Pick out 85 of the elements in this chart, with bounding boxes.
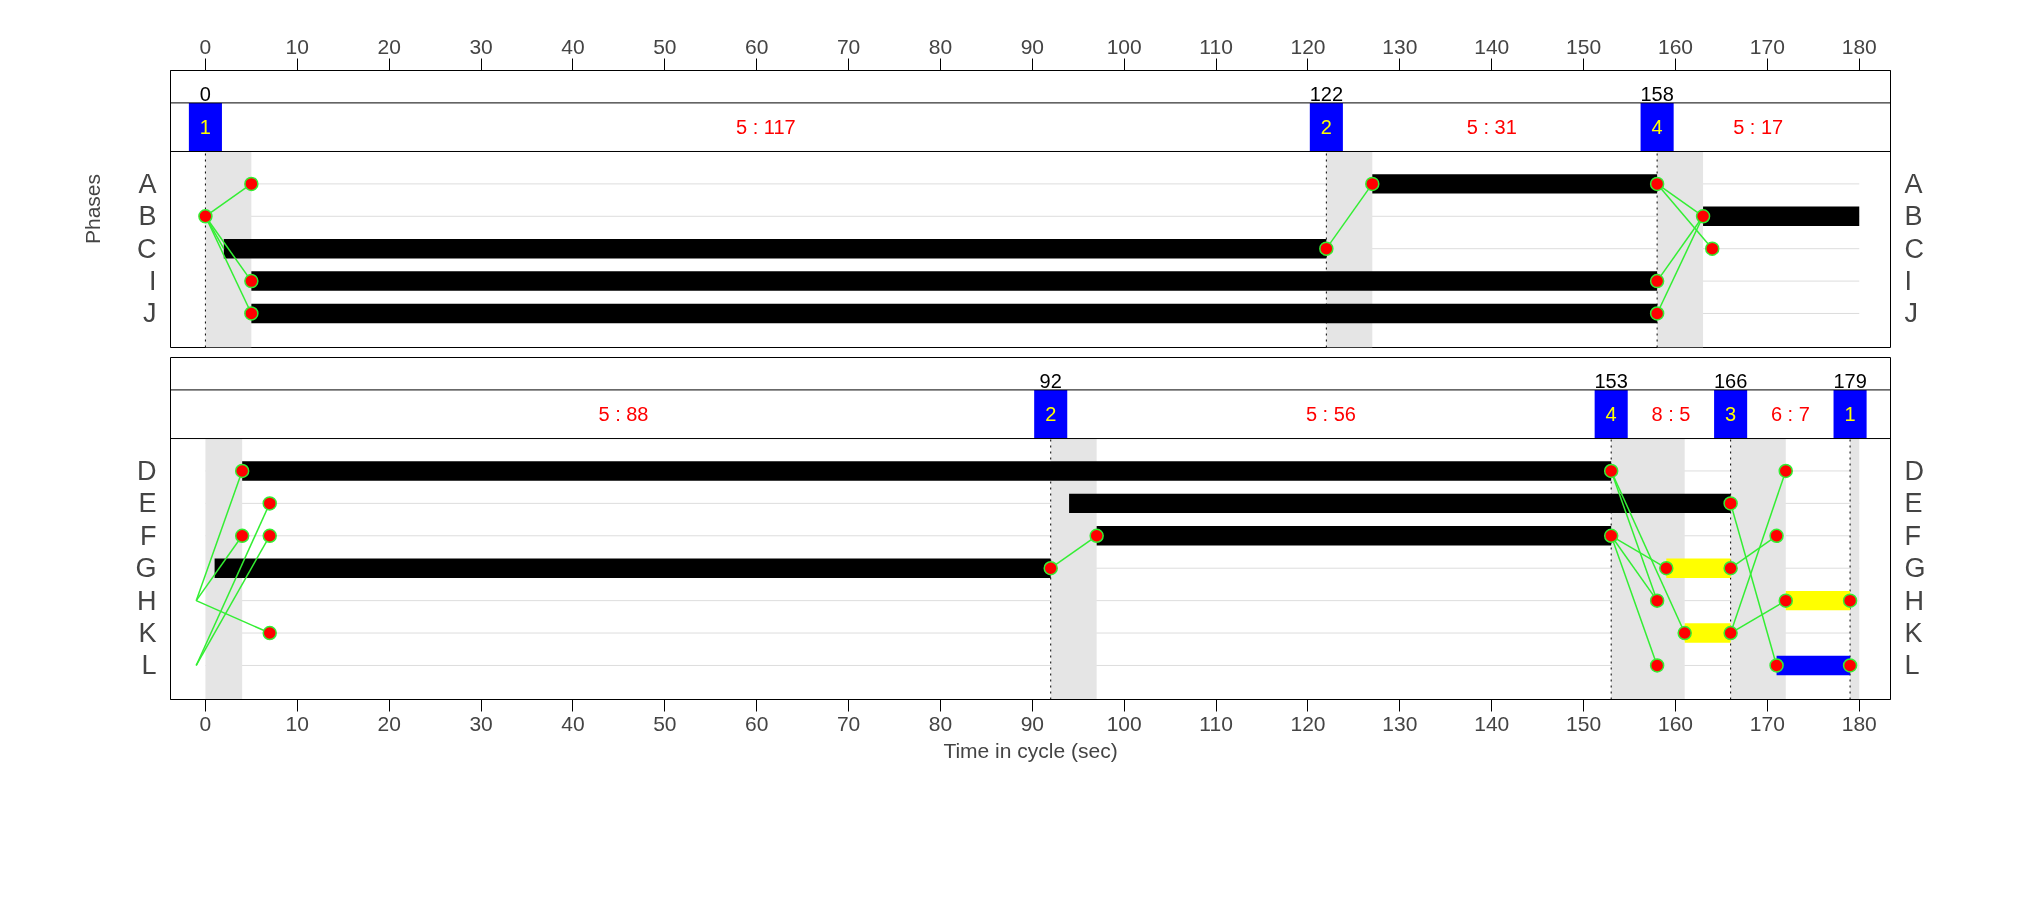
- x2-tick-label: 100: [1106, 34, 1142, 58]
- y-tick-label: D: [137, 455, 157, 486]
- y-tick-label: B: [138, 201, 157, 232]
- y2-tick-label: E: [1904, 488, 1923, 519]
- text: 5 : 88: [598, 403, 649, 426]
- ref-line-label: 158: [1640, 83, 1674, 106]
- y2-tick-label: H: [1904, 585, 1924, 616]
- x2-tick-label: 50: [653, 34, 677, 58]
- x2-tick-label: 0: [199, 34, 212, 58]
- x-axis-title: Time in cycle (sec): [943, 738, 1118, 762]
- y-tick-label: J: [143, 298, 157, 329]
- x-tick-label: 160: [1657, 711, 1694, 735]
- x2-tick-label: 90: [1020, 34, 1045, 58]
- text: 4: [1651, 116, 1663, 139]
- x-tick-label: 140: [1474, 711, 1510, 735]
- x2-tick-label: 40: [561, 34, 585, 58]
- x2-tick-label: 150: [1566, 34, 1602, 58]
- x2-tick-label: 120: [1290, 34, 1326, 58]
- x-tick-label: 50: [653, 711, 677, 735]
- x2-tick-label: 160: [1657, 34, 1694, 58]
- y-tick-label: L: [141, 650, 157, 681]
- x-tick-label: 150: [1566, 711, 1602, 735]
- x-tick-label: 60: [745, 711, 769, 735]
- text: 6 : 7: [1770, 403, 1810, 426]
- y2-tick-label: G: [1904, 553, 1926, 584]
- ref-line-label: 122: [1309, 83, 1344, 106]
- x-tick-label: 100: [1106, 711, 1142, 735]
- y2-tick-label: D: [1904, 455, 1924, 486]
- y-tick-label: F: [140, 520, 157, 551]
- x-tick-label: 170: [1749, 711, 1785, 735]
- y2-tick-label: J: [1904, 298, 1918, 329]
- x2-tick-label: 70: [836, 34, 861, 58]
- x-tick-label: 90: [1020, 711, 1045, 735]
- x2-tick-label: 60: [745, 34, 769, 58]
- x2-tick-label: 110: [1199, 34, 1233, 58]
- y-tick-label: H: [137, 585, 157, 616]
- x-tick-label: 130: [1382, 711, 1418, 735]
- y2-tick-label: L: [1904, 650, 1920, 681]
- text: 5 : 56: [1305, 403, 1356, 426]
- x-tick-label: 10: [285, 711, 309, 735]
- y2-tick-label: F: [1904, 520, 1921, 551]
- y-tick-label: K: [138, 618, 157, 649]
- x2-tick-label: 10: [285, 34, 309, 58]
- text: 4: [1605, 403, 1617, 426]
- x2-tick-label: 180: [1841, 34, 1877, 58]
- text: 5 : 117: [736, 116, 796, 139]
- ref-line-label: 0: [199, 83, 211, 106]
- x2-tick-label: 80: [928, 34, 953, 58]
- y-tick-label: I: [149, 266, 157, 297]
- x2-tick-label: 20: [377, 34, 401, 58]
- x-tick-label: 70: [836, 711, 861, 735]
- x2-tick-label: 30: [469, 34, 493, 58]
- text: 1: [1844, 403, 1856, 426]
- y2-tick-label: I: [1904, 266, 1913, 297]
- text: 2: [1320, 116, 1332, 139]
- y-tick-label: C: [137, 233, 157, 264]
- text: 1: [199, 116, 211, 139]
- ref-line-label: 179: [1833, 370, 1867, 393]
- y-tick-label: A: [138, 168, 157, 199]
- text: 5 : 31: [1466, 116, 1517, 139]
- x-tick-label: 110: [1199, 711, 1233, 735]
- ref-line-label: 92: [1039, 370, 1062, 393]
- text: 5 : 17: [1733, 116, 1784, 139]
- x-tick-label: 40: [561, 711, 585, 735]
- x-tick-label: 180: [1841, 711, 1877, 735]
- y2-tick-label: C: [1904, 233, 1924, 264]
- ref-line-label: 153: [1594, 370, 1628, 393]
- y-tick-label: G: [135, 553, 157, 584]
- x-tick-label: 0: [199, 711, 212, 735]
- text: 8 : 5: [1651, 403, 1691, 426]
- y-axis-title: Phases: [81, 173, 104, 245]
- text: 3: [1725, 403, 1737, 426]
- text: 2: [1045, 403, 1057, 426]
- y2-tick-label: K: [1904, 618, 1923, 649]
- x-tick-label: 80: [928, 711, 953, 735]
- y2-tick-label: B: [1904, 201, 1923, 232]
- y2-tick-label: A: [1904, 168, 1923, 199]
- x-tick-label: 20: [377, 711, 401, 735]
- x2-tick-label: 140: [1474, 34, 1510, 58]
- x-tick-label: 30: [469, 711, 493, 735]
- x-tick-label: 120: [1290, 711, 1326, 735]
- y-tick-label: E: [138, 488, 157, 519]
- ref-line-label: 166: [1713, 370, 1748, 393]
- x2-tick-label: 130: [1382, 34, 1418, 58]
- x2-tick-label: 170: [1749, 34, 1785, 58]
